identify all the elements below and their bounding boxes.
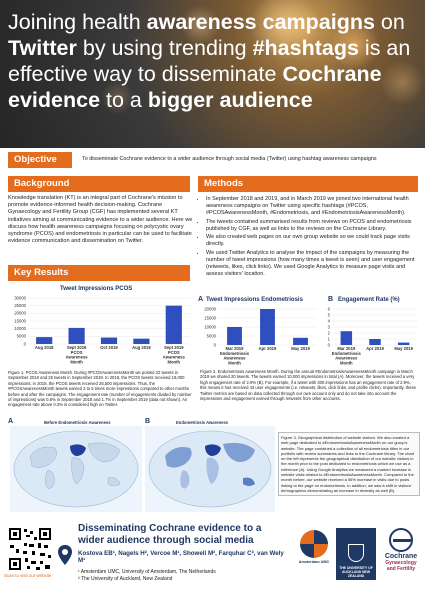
y-tick-label: 5000 — [207, 333, 217, 338]
chart-title-engagement: Engagement Rate (%) — [338, 297, 400, 303]
chart-bar — [165, 305, 182, 344]
cochrane-pin-icon — [58, 545, 72, 565]
key-results-label: Key Results — [8, 265, 190, 281]
qr-code-icon[interactable] — [8, 527, 52, 571]
footer-authors: Kostova EB¹, Nagels H², Vercoe M¹, Showe… — [78, 550, 284, 565]
chart-pcos: 0 5000 10000 15000 20000 25000 30000 Aug 2018 Se… — [14, 295, 190, 364]
qr-label: Scan to visit our website — [4, 573, 52, 578]
x-tick-label: Mar 2019 Endometriosis Awareness Month — [220, 346, 250, 365]
y-tick-label: 0 — [328, 342, 331, 347]
header-banner: Joining health awareness campaigns on Tw… — [0, 0, 425, 148]
y-tick-label: 15000 — [14, 318, 26, 323]
figure-3-caption: Figure 3. Geographical distribution of w… — [278, 432, 420, 497]
figure-1-caption: Figure 1. PCOS Awareness Month. During #… — [8, 370, 192, 408]
chart-bar — [227, 327, 242, 345]
y-tick-label: 25000 — [14, 303, 26, 308]
background-label: Background — [8, 176, 190, 192]
chart-bar — [260, 309, 275, 345]
cochrane-logo: Cochrane Gynaecology and Fertility — [380, 528, 422, 588]
chart-bar — [293, 337, 308, 345]
methods-item: In September 2018 and 2019, and in March… — [206, 196, 418, 217]
methods-label: Methods — [198, 176, 418, 192]
panel-label-b: B — [328, 296, 334, 303]
x-tick-label: Apr 2019 — [259, 346, 277, 351]
chart-title-pcos: Tweet Impressions PCOS — [60, 286, 133, 292]
chart-bar — [369, 339, 381, 345]
x-tick-label: May 2019 — [394, 346, 413, 351]
map-endometriosis-awareness — [145, 426, 275, 512]
y-tick-label: 15000 — [204, 315, 216, 320]
map-a-label: A — [8, 418, 14, 425]
x-tick-label: Mar 2019 Endometriosis Awareness Month — [332, 346, 362, 365]
y-tick-label: 20000 — [204, 306, 216, 311]
methods-item: We also created web pages on our own gro… — [206, 234, 418, 248]
x-tick-label: Sept 2019 PCOS Awareness Month — [66, 345, 89, 364]
chart-endometriosis: 0 5000 10000 15000 20000 Mar 2019 Endometriosi… — [204, 306, 317, 365]
x-tick-label: May 2019 — [291, 346, 310, 351]
chart-bar — [36, 337, 53, 344]
poster-title: Joining health awareness campaigns on Tw… — [8, 10, 411, 112]
y-tick-label: 10000 — [204, 324, 216, 329]
x-tick-label: Aug 2018 — [35, 345, 54, 350]
y-tick-label: 4 — [328, 318, 331, 323]
map-b-title: Endometriosis Awareness — [176, 420, 229, 425]
background-text: Knowledge translation (KT) is an integra… — [8, 195, 193, 245]
amsterdam-umc-logo: Amsterdam UMC — [296, 530, 332, 574]
y-tick-label: 5000 — [17, 334, 27, 339]
map-b-label: B — [145, 418, 151, 425]
objective-label: Objective — [8, 152, 72, 168]
y-tick-label: 0 — [214, 342, 217, 347]
footer-title: Disseminating Cochrane evidence to a wid… — [78, 523, 262, 546]
y-tick-label: 1 — [328, 336, 331, 341]
x-tick-label: Apr 2019 — [366, 346, 384, 351]
methods-item: The tweets contained summarised results … — [206, 219, 418, 233]
y-tick-label: 2 — [328, 330, 331, 335]
y-tick-label: 3 — [328, 324, 331, 329]
chart-title-endo: Tweet Impressions Endometriosis — [206, 297, 303, 303]
chart-bar — [133, 338, 150, 344]
y-tick-label: 0 — [24, 341, 27, 346]
methods-item: We used Twitter Analytics to analyse the… — [206, 250, 418, 278]
objective-text: To disseminate Cochrane evidence to a wi… — [82, 156, 377, 162]
x-tick-label: Oct 2019 — [100, 345, 118, 350]
chart-bar — [68, 327, 85, 344]
panel-label-a: A — [198, 296, 204, 303]
y-tick-label: 20000 — [14, 311, 26, 316]
y-tick-label: 30000 — [14, 295, 26, 300]
y-tick-label: 5 — [328, 312, 331, 317]
methods-list: In September 2018 and 2019, and in March… — [200, 196, 418, 279]
footer-affiliation-2: ² The University of Auckland, New Zealan… — [78, 576, 173, 582]
chart-bar — [340, 331, 353, 345]
map-a-title: Before Endometriosis Awareness — [44, 420, 111, 425]
chart-bar — [100, 337, 118, 344]
footer-affiliation-1: ¹ Amsterdam UMC, University of Amsterdam… — [78, 569, 216, 575]
chart-bar — [397, 342, 410, 345]
x-tick-label: Aug 2019 — [132, 345, 151, 350]
y-tick-label: 6 — [328, 306, 331, 311]
y-tick-label: 10000 — [14, 326, 26, 331]
x-tick-label: Sept 2019 PCOS Awareness Month — [163, 345, 186, 364]
figure-2-caption: Figure 2. Endometriosis Awareness Month.… — [200, 369, 416, 402]
university-of-auckland-logo: THE UNIVERSITY OF AUCKLAND NEW ZEALAND — [336, 528, 376, 580]
map-before-awareness — [10, 426, 142, 512]
